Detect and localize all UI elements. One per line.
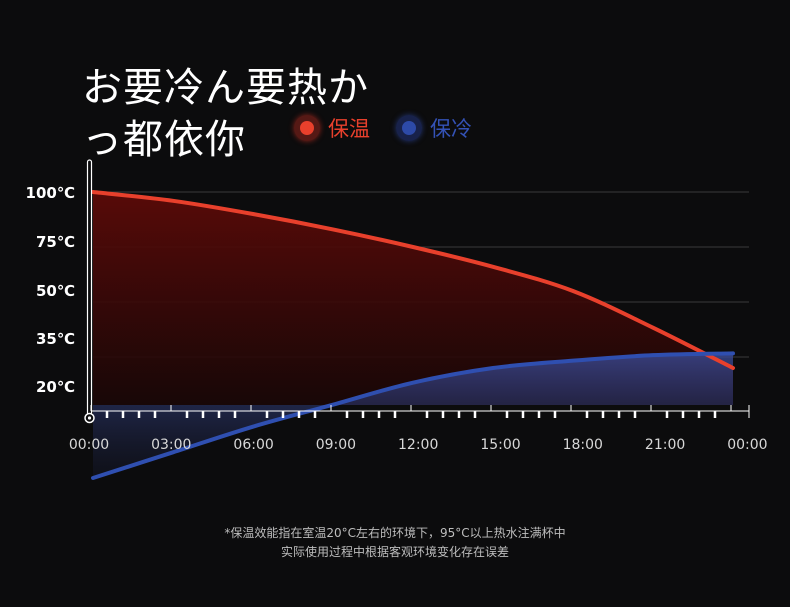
footnote: *保温效能指在室温20°C左右的环境下，95°C以上热水注满杯中 实际使用过程中… bbox=[0, 524, 790, 562]
y-axis-line bbox=[86, 159, 93, 416]
y-tick-labels: 100℃ 75℃ 50℃ 35℃ 20℃ bbox=[26, 184, 75, 396]
headline-line-1: お要冷ん要热か bbox=[82, 65, 369, 111]
x-tick-label: 00:00 bbox=[69, 437, 109, 453]
x-tick-label: 12:00 bbox=[398, 437, 438, 453]
series-areas bbox=[93, 192, 733, 478]
x-tick-label: 06:00 bbox=[233, 437, 273, 453]
legend: 保温 保冷 bbox=[294, 113, 472, 143]
x-tick-label: 00:00 bbox=[727, 437, 767, 453]
y-tick-label: 100℃ bbox=[26, 184, 75, 202]
y-tick-label: 35℃ bbox=[36, 330, 75, 348]
y-tick-label: 20℃ bbox=[36, 378, 75, 396]
headline-line-2: っ都依你 bbox=[82, 117, 246, 163]
legend-label-keep-cold: 保冷 bbox=[430, 117, 472, 141]
x-tick-label: 18:00 bbox=[563, 437, 603, 453]
legend-item-keep-warm: 保温 bbox=[294, 113, 370, 143]
keep-cold-area bbox=[93, 353, 733, 478]
x-tick-label: 09:00 bbox=[316, 437, 356, 453]
headline: お要冷ん要热か っ都依你 bbox=[82, 62, 369, 166]
x-tick-label: 21:00 bbox=[645, 437, 685, 453]
legend-item-keep-cold: 保冷 bbox=[396, 113, 472, 143]
y-tick-label: 75℃ bbox=[36, 233, 75, 251]
keep-warm-line bbox=[91, 190, 735, 370]
x-tick-labels: 00:00 03:00 06:00 09:00 12:00 15:00 18:00 21:00… bbox=[69, 437, 768, 453]
series-lines bbox=[91, 190, 735, 480]
keep-cold-line bbox=[91, 351, 735, 480]
blue-dot-icon bbox=[396, 115, 422, 141]
x-tick-label: 03:00 bbox=[151, 437, 191, 453]
y-tick-label: 50℃ bbox=[36, 282, 75, 300]
x-tick-label: 15:00 bbox=[480, 437, 520, 453]
keep-warm-area bbox=[93, 192, 733, 405]
red-dot-icon bbox=[294, 115, 320, 141]
legend-label-keep-warm: 保温 bbox=[328, 117, 370, 141]
footnote-line-2: 实际使用过程中根据客观环境变化存在误差 bbox=[280, 545, 509, 559]
origin-marker-dot bbox=[87, 416, 92, 420]
axes bbox=[84, 159, 750, 424]
footnote-line-1: *保温效能指在室温20°C左右的环境下，95°C以上热水注满杯中 bbox=[224, 526, 566, 540]
